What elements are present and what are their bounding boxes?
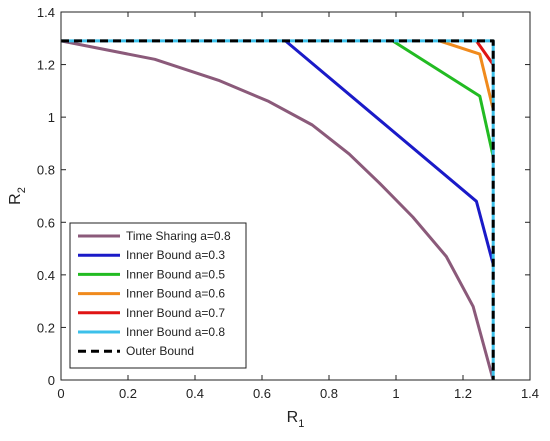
legend-box <box>69 222 247 369</box>
x-tick-label: 1 <box>392 386 399 401</box>
legend-label: Outer Bound <box>126 344 194 358</box>
series-line-7 <box>61 39 495 380</box>
series-line-2 <box>284 39 495 265</box>
series-lines <box>60 39 495 381</box>
x-tick-label: 0.4 <box>186 386 204 401</box>
legend-label: Time Sharing a=0.8 <box>126 229 231 243</box>
y-tick-label: 0 <box>48 373 55 388</box>
legend-items: Time Sharing a=0.8 Inner Bound a=0.3 Inner… <box>78 229 231 358</box>
tick-labels: 0 0.2 0.4 0.6 0.8 1 1.2 1.4 0 0.2 0.4 0.6 0.8 1 1.2 1.4 <box>37 5 539 401</box>
y-tick-label: 0.2 <box>37 320 55 335</box>
y-tick-label: 0.8 <box>37 163 55 178</box>
x-tick-label: 1.4 <box>521 386 539 401</box>
legend-label: Inner Bound a=0.3 <box>126 248 225 262</box>
x-tick-label: 0 <box>57 386 64 401</box>
y-tick-label: 1.2 <box>37 58 55 73</box>
series-line-1 <box>60 39 495 381</box>
y-axis-title-main: R <box>7 193 24 205</box>
x-tick-label: 0.2 <box>119 386 137 401</box>
y-tick-label: 1 <box>48 110 55 125</box>
x-axis-title: R1 <box>287 409 305 430</box>
plot-frame <box>60 11 531 381</box>
x-tick-label: 0.6 <box>253 386 271 401</box>
x-tick-label: 0.8 <box>320 386 338 401</box>
legend-label: Inner Bound a=0.7 <box>126 306 225 320</box>
x-tick-label: 1.2 <box>454 386 472 401</box>
legend-label: Inner Bound a=0.6 <box>126 287 225 301</box>
series-line-3 <box>391 39 495 157</box>
y-tick-label: 0.6 <box>37 215 55 230</box>
legend-label: Inner Bound a=0.8 <box>126 325 225 339</box>
series-line-5 <box>475 40 495 66</box>
x-axis-title-main: R <box>287 409 299 426</box>
legend: Time Sharing a=0.8 Inner Bound a=0.3 Inner… <box>69 222 247 369</box>
x-axis-title-subscript: 1 <box>298 418 304 430</box>
series-line-4 <box>439 39 495 110</box>
y-tick-label: 0.4 <box>37 268 55 283</box>
y-axis-title: R2 <box>7 187 28 205</box>
y-tick-label: 1.4 <box>37 5 55 20</box>
legend-label: Inner Bound a=0.5 <box>126 267 225 281</box>
y-axis-title-subscript: 2 <box>16 187 28 193</box>
